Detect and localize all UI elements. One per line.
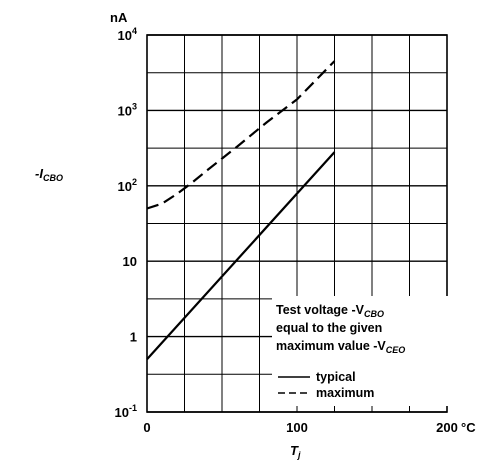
legend-label-typical: typical [316,370,356,384]
x-tick-label: 0 [143,420,150,435]
legend-label-maximum: maximum [316,386,374,400]
chart-ticks: 10-1 1 10 102 103 104 0 100 200 °C [115,26,477,435]
series-line-typical [146,151,336,361]
y-tick-label: 102 [118,177,137,194]
series-line-maximum [146,60,336,210]
annotation-background [272,296,448,406]
y-tick-label: 10-1 [115,403,137,420]
y-axis-label: -ICBO [35,166,63,183]
y-tick-label: 10 [123,254,137,269]
x-tick-label: 200 [436,420,458,435]
y-tick-label: 103 [118,101,137,118]
y-unit-label: nA [110,10,128,25]
annotation-box: Test voltage -VCBO equal to the given ma… [272,296,448,406]
plot-frame [146,34,448,413]
x-tick-label: 100 [286,420,308,435]
x-axis-label: Tj [290,443,301,460]
annotation-line-2: equal to the given [276,321,382,335]
y-tick-label: 104 [118,26,137,43]
annotation-line-1: Test voltage -VCBO [276,303,384,319]
x-unit-label: °C [461,420,476,435]
chart-series [146,60,336,361]
y-tick-label: 1 [130,330,137,345]
annotation-line-3: maximum value -VCEO [276,339,405,355]
